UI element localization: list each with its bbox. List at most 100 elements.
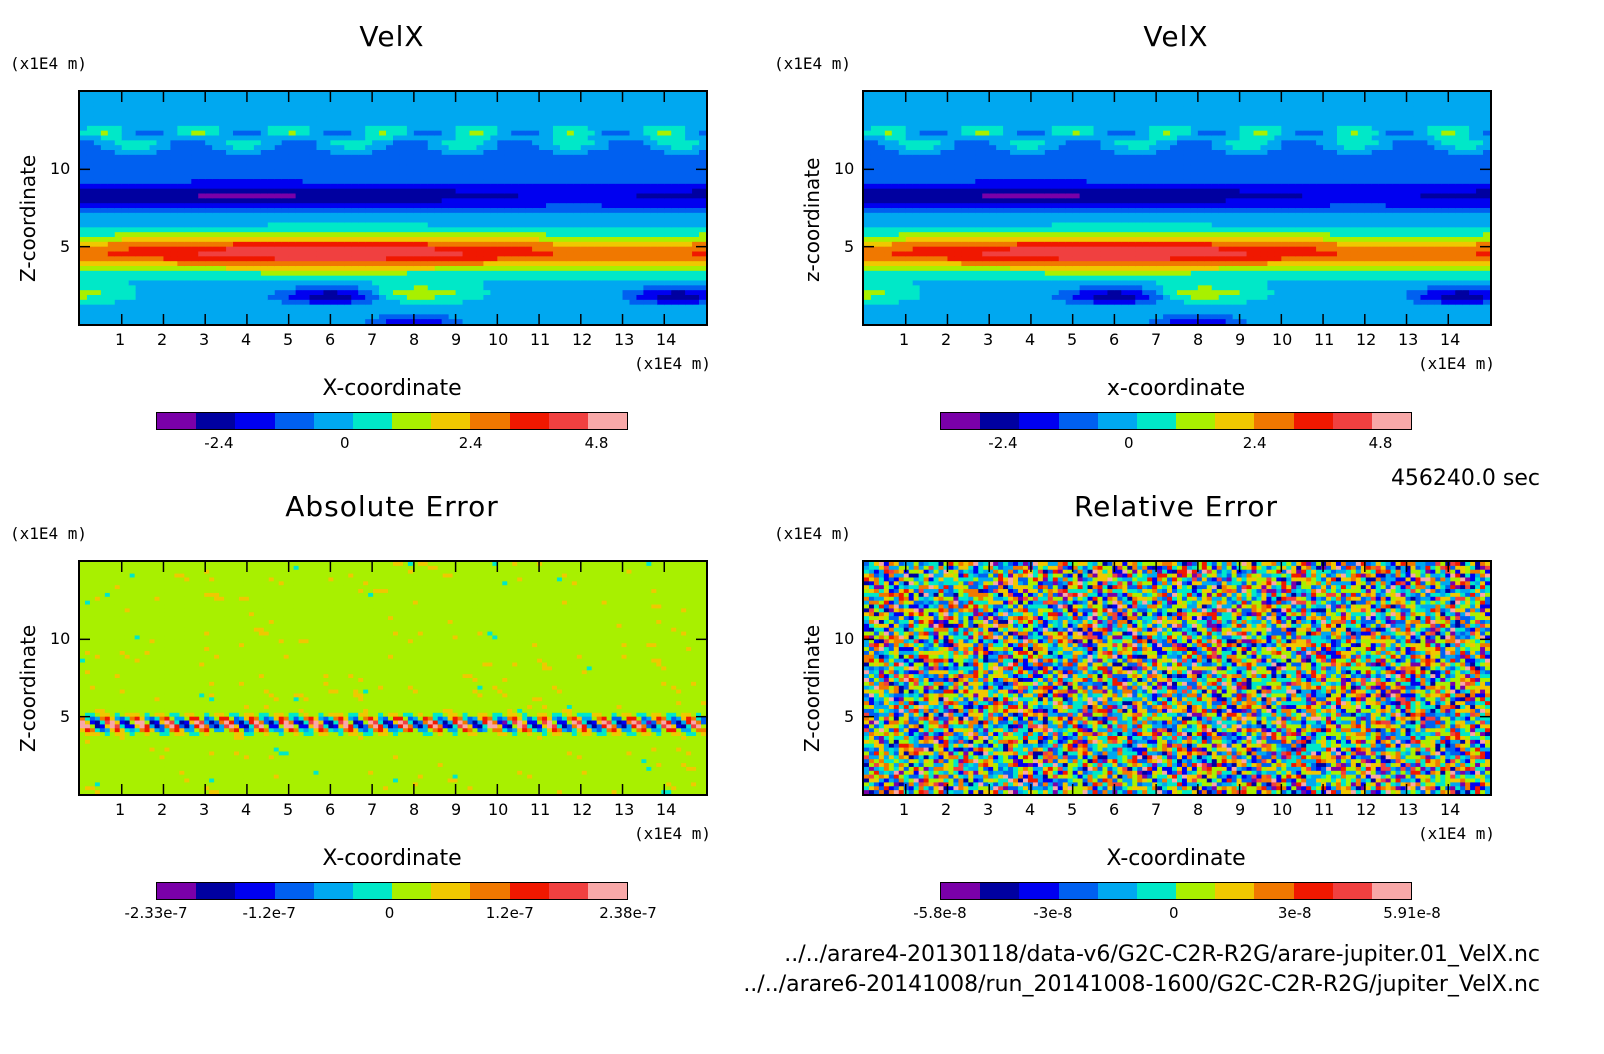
- heatmap-cell: [877, 188, 886, 195]
- heatmap-cell: [692, 275, 700, 282]
- heatmap-cell: [420, 275, 429, 282]
- heatmap-cell: [420, 198, 429, 204]
- heatmap-cell: [253, 179, 262, 185]
- heatmap-cell: [198, 246, 206, 253]
- heatmap-cell: [344, 295, 352, 301]
- heatmap-cell: [191, 246, 199, 253]
- heatmap-cell: [226, 261, 234, 267]
- heatmap-cell: [678, 121, 686, 127]
- heatmap-cell: [434, 241, 443, 248]
- heatmap-cell: [295, 266, 304, 272]
- heatmap-cell: [323, 111, 331, 117]
- heatmap-cell: [337, 314, 345, 320]
- heatmap-cell: [302, 150, 311, 156]
- x-unit-label: (x1E4 m): [634, 354, 711, 373]
- heatmap-cell: [121, 246, 130, 253]
- heatmap-cell: [198, 150, 206, 156]
- heatmap-cell: [212, 314, 220, 320]
- heatmap-cell: [406, 222, 415, 228]
- heatmap-cell: [699, 222, 706, 228]
- heatmap-cell: [295, 304, 304, 311]
- heatmap-cell: [170, 125, 178, 132]
- heatmap-cell: [226, 159, 234, 166]
- heatmap-cell: [898, 198, 907, 204]
- heatmap-cell: [490, 251, 498, 257]
- heatmap-cell: [877, 275, 886, 282]
- heatmap-cell: [267, 232, 276, 238]
- heatmap-cell: [891, 270, 900, 277]
- heatmap-cell: [905, 241, 914, 248]
- heatmap-cell: [379, 319, 387, 324]
- heatmap-cell: [253, 121, 262, 127]
- heatmap-cell: [93, 237, 102, 243]
- heatmap-cell: [539, 140, 547, 146]
- heatmap-cell: [884, 246, 893, 253]
- heatmap-cell: [177, 299, 185, 306]
- heatmap-cell: [601, 174, 610, 180]
- heatmap-cell: [121, 106, 130, 112]
- heatmap-cell: [80, 101, 88, 108]
- heatmap-cell: [525, 164, 533, 170]
- heatmap-cell: [664, 203, 672, 209]
- heatmap-cell: [386, 159, 394, 166]
- heatmap-cell: [295, 314, 304, 320]
- heatmap-cell: [142, 256, 151, 262]
- heatmap-cell: [330, 299, 338, 306]
- heatmap-cell: [302, 135, 311, 141]
- heatmap-cell: [100, 188, 109, 195]
- heatmap-cell: [399, 275, 408, 282]
- heatmap-cell: [518, 150, 526, 156]
- heatmap-cell: [323, 314, 331, 320]
- heatmap-cell: [128, 106, 137, 112]
- heatmap-cell: [573, 145, 582, 151]
- heatmap-cell: [552, 121, 561, 127]
- heatmap-cell: [337, 193, 345, 199]
- heatmap-cell: [100, 96, 109, 103]
- heatmap-cell: [594, 319, 603, 324]
- heatmap-cell: [281, 299, 290, 306]
- heatmap-cell: [692, 106, 700, 112]
- heatmap-cell: [323, 121, 331, 127]
- heatmap-cell: [643, 116, 651, 122]
- heatmap-cell: [281, 183, 290, 190]
- heatmap-cell: [212, 92, 220, 98]
- heatmap-cell: [212, 203, 220, 209]
- heatmap-cell: [940, 319, 949, 324]
- heatmap-cell: [462, 227, 471, 233]
- heatmap-cell: [685, 314, 693, 320]
- heatmap-cell: [891, 251, 900, 257]
- heatmap-cell: [573, 101, 582, 108]
- heatmap-cell: [372, 299, 380, 306]
- heatmap-cell: [462, 237, 471, 243]
- heatmap-cell: [427, 164, 436, 170]
- heatmap-cell: [608, 183, 617, 190]
- heatmap-cell: [511, 217, 519, 224]
- heatmap-cell: [330, 106, 338, 112]
- heatmap-cell: [483, 106, 491, 112]
- heatmap-cell: [191, 290, 199, 296]
- heatmap-cell: [100, 251, 109, 257]
- heatmap-cell: [163, 179, 172, 185]
- heatmap-cell: [233, 309, 241, 315]
- heatmap-cell: [608, 241, 617, 248]
- heatmap-cell: [594, 266, 603, 272]
- heatmap-cell: [497, 179, 505, 185]
- heatmap-cell: [448, 106, 457, 112]
- heatmap-cell: [559, 116, 568, 122]
- colorbar-tick-label: 2.4: [459, 434, 483, 452]
- heatmap-cell: [912, 232, 921, 238]
- heatmap-cell: [434, 275, 443, 282]
- heatmap-cell: [891, 188, 900, 195]
- heatmap-cell: [406, 217, 415, 224]
- heatmap-cell: [393, 179, 401, 185]
- heatmap-cell: [142, 96, 151, 103]
- heatmap-cell: [525, 193, 533, 199]
- heatmap-cell: [947, 183, 956, 190]
- heatmap-cell: [905, 159, 914, 166]
- heatmap-cell: [497, 101, 505, 108]
- heatmap-cell: [406, 251, 415, 257]
- heatmap-cell: [657, 203, 665, 209]
- heatmap-cell: [323, 140, 331, 146]
- heatmap-cell: [685, 135, 693, 141]
- heatmap-cell: [608, 270, 617, 277]
